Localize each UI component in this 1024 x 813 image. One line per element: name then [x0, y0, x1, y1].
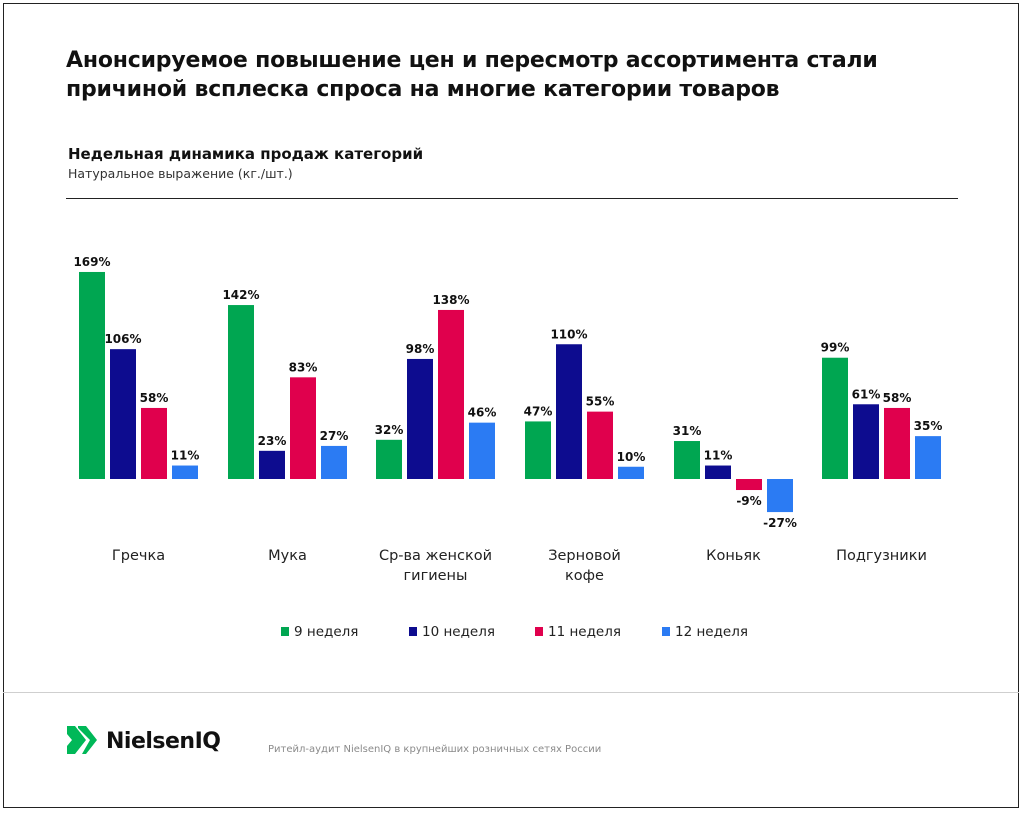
data-label: 11% [704, 449, 733, 463]
legend-label: 12 неделя [675, 624, 748, 640]
source-note: Ритейл-аудит NielsenIQ в крупнейших розн… [268, 744, 602, 755]
category-label: Коньяк [706, 548, 761, 564]
chart-subtitle: Натуральное выражение (кг./шт.) [68, 166, 293, 181]
legend-swatch [281, 627, 289, 636]
bar-мука-3 [290, 377, 316, 479]
bar-зерновой-кофе-2 [556, 344, 582, 479]
data-label: 106% [104, 332, 141, 346]
data-label: 138% [432, 293, 469, 307]
category-label: Зерновой кофе [548, 548, 621, 584]
footer-divider [3, 692, 1019, 693]
bar-ср-ва-женской-гигиены-2 [407, 358, 433, 479]
bar-коньяк-3 [736, 479, 762, 491]
category-label: Гречка [112, 548, 165, 564]
page-frame [3, 3, 1019, 808]
data-label: 35% [914, 419, 943, 433]
bar-коньяк-4 [767, 479, 793, 513]
data-label: 47% [524, 404, 553, 418]
bar-зерновой-кофе-3 [587, 411, 613, 479]
bar-мука-2 [259, 450, 285, 479]
data-label: 61% [852, 387, 881, 401]
data-label: 46% [468, 406, 497, 420]
data-label: 31% [673, 424, 702, 438]
data-label: 58% [883, 391, 912, 405]
header-divider [66, 198, 958, 199]
nielseniq-logo-icon [67, 726, 97, 754]
bar-гречка-3 [141, 407, 167, 479]
data-label: 83% [289, 360, 318, 374]
legend-label: 9 неделя [294, 624, 358, 640]
category-label: Ср-ва женской гигиены [379, 548, 492, 584]
bar-подгузники-1 [822, 357, 848, 479]
legend-swatch [409, 627, 417, 636]
bar-мука-4 [321, 445, 347, 479]
bar-подгузники-2 [853, 404, 879, 479]
logo-wordmark: NielsenIQ [106, 728, 221, 754]
bar-ср-ва-женской-гигиены-1 [376, 439, 402, 479]
bar-мука-1 [228, 305, 254, 479]
bar-коньяк-2 [705, 465, 731, 479]
legend-label: 11 неделя [548, 624, 621, 640]
nielseniq-logo: NielsenIQ [66, 724, 221, 758]
data-label: 98% [406, 342, 435, 356]
data-label: 169% [73, 255, 110, 269]
category-label: Мука [268, 548, 307, 564]
bar-гречка-4 [172, 465, 198, 479]
chart-title: Недельная динамика продаж категорий [68, 145, 424, 163]
data-label: 99% [821, 341, 850, 355]
page-title: Анонсируемое повышение цен и пересмотр а… [66, 48, 878, 102]
bar-chart: 169% 106% 58% 11% Гречка 142% 23% 83% 27% Мука 32%… [73, 255, 943, 640]
bar-подгузники-3 [884, 407, 910, 479]
data-label: 110% [550, 327, 587, 341]
legend-label: 10 неделя [422, 624, 495, 640]
legend-swatch [662, 627, 670, 636]
bar-гречка-1 [79, 271, 105, 479]
bar-ср-ва-женской-гигиены-3 [438, 309, 464, 479]
bar-зерновой-кофе-1 [525, 421, 551, 479]
data-label: 23% [258, 434, 287, 448]
data-label: 142% [222, 288, 259, 302]
bar-ср-ва-женской-гигиены-4 [469, 422, 495, 479]
legend-swatch [535, 627, 543, 636]
data-label: 32% [375, 423, 404, 437]
data-label: 58% [140, 391, 169, 405]
bar-гречка-2 [110, 349, 136, 479]
category-label: Подгузники [836, 548, 927, 564]
data-label: -9% [736, 494, 761, 508]
data-label: 11% [171, 449, 200, 463]
bar-зерновой-кофе-4 [618, 466, 644, 479]
bar-коньяк-1 [674, 441, 700, 479]
data-label: 27% [320, 429, 349, 443]
data-label: 10% [617, 450, 646, 464]
bar-подгузники-4 [915, 436, 941, 479]
data-label: -27% [763, 516, 797, 530]
data-label: 55% [586, 395, 615, 409]
